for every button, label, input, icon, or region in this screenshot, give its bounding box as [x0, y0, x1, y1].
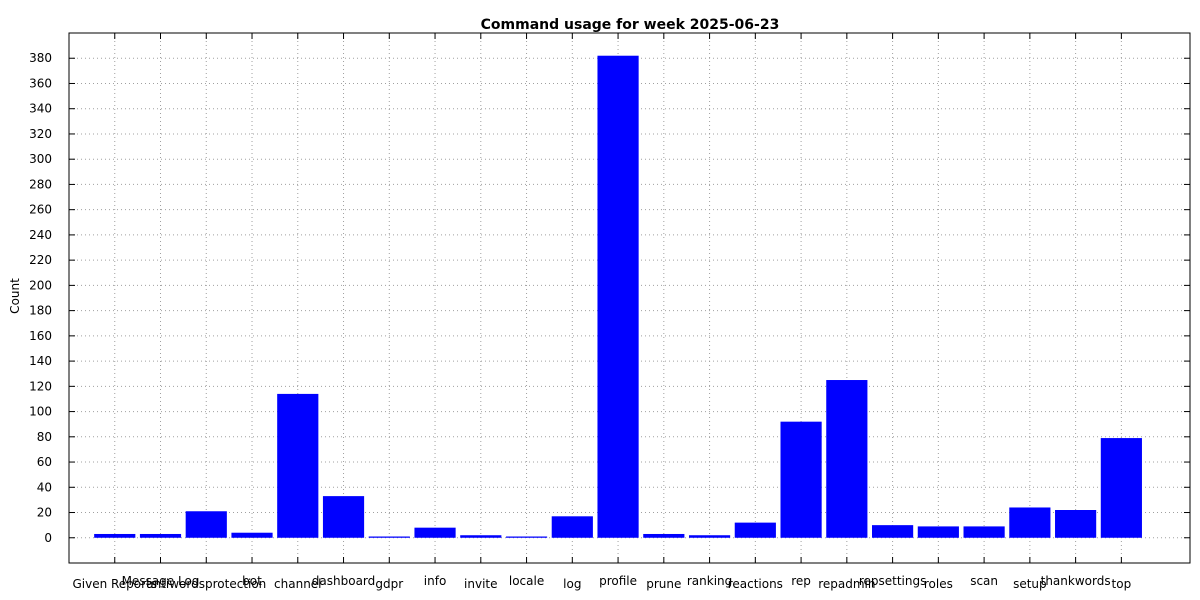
x-tick-label: invite [464, 577, 497, 591]
y-tick-label: 100 [29, 405, 52, 419]
bar-given-reports [94, 533, 136, 538]
x-tick-label: reactions [728, 577, 783, 591]
x-tick-label: dashboard [312, 574, 375, 588]
bar-prune [643, 533, 685, 538]
x-tick-label: info [424, 574, 447, 588]
y-tick-label: 160 [29, 329, 52, 343]
x-tick-label: bot [242, 574, 262, 588]
x-tick-label: locale [509, 574, 544, 588]
bar-setup [1009, 507, 1051, 538]
plot-frame [68, 32, 1191, 564]
x-tick-label: thankwords [1041, 574, 1111, 588]
y-tick-label: 120 [29, 379, 52, 393]
bar-invite [460, 535, 502, 538]
y-tick-label: 0 [44, 531, 52, 545]
y-tick-label: 200 [29, 278, 52, 292]
bar-info [414, 527, 456, 538]
bar-repadmin [826, 380, 868, 538]
x-tick-label: setup [1013, 577, 1047, 591]
bar-top [1100, 438, 1142, 538]
y-tick-label: 360 [29, 76, 52, 90]
bar-repsettings [872, 525, 914, 538]
y-tick-label: 240 [29, 228, 52, 242]
axis-ticks [69, 33, 1190, 563]
y-tick-label: 60 [37, 455, 52, 469]
y-tick-label: 180 [29, 304, 52, 318]
bar-bot [231, 532, 273, 538]
x-tick-label: antiwordsprotection [146, 577, 266, 591]
x-tick-label: rep [791, 574, 811, 588]
bars [94, 55, 1142, 538]
bar-dashboard [322, 496, 365, 538]
x-tick-label: log [563, 577, 581, 591]
x-tick-label: profile [599, 574, 637, 588]
x-tick-label: top [1112, 577, 1132, 591]
bar-rep [780, 421, 822, 538]
bar-roles [917, 526, 959, 538]
bar-log [551, 516, 593, 538]
y-tick-label: 20 [37, 506, 52, 520]
x-tick-label: ranking [687, 574, 732, 588]
y-tick-label: 80 [37, 430, 52, 444]
bar-locale [505, 536, 548, 538]
x-tick-label: prune [646, 577, 681, 591]
y-tick-label: 140 [29, 354, 52, 368]
bar-profile [597, 55, 639, 538]
bar-channel [277, 393, 319, 538]
x-tick-label: scan [970, 574, 998, 588]
y-tick-label: 340 [29, 102, 52, 116]
bar-scan [963, 526, 1005, 538]
y-axis-label: Count [8, 278, 22, 314]
y-tick-label: 260 [29, 203, 52, 217]
x-tick-label: repsettings [859, 574, 927, 588]
bar-gdpr [368, 536, 410, 538]
y-tick-label: 40 [37, 480, 52, 494]
bar-antiwordsprotection [185, 511, 227, 538]
x-tick-label: gdpr [375, 577, 403, 591]
x-tick-label: roles [924, 577, 953, 591]
y-tick-label: 380 [29, 51, 52, 65]
y-tick-label: 220 [29, 253, 52, 267]
chart-title: Command usage for week 2025-06-23 [481, 17, 780, 33]
y-tick-label: 300 [29, 152, 52, 166]
x-tick-label: Given Reports [72, 577, 157, 591]
y-tick-labels: 0 20 40 60 80 100 120 140 160 180 200 220 240 260 280 3… [29, 51, 52, 545]
y-tick-label: 320 [29, 127, 52, 141]
bar-reactions [734, 522, 776, 538]
x-tick-label: channel [274, 577, 321, 591]
x-tick-label: repadmin [818, 577, 875, 591]
y-tick-label: 280 [29, 177, 52, 191]
x-tick-label: Message Log [122, 574, 200, 588]
bar-ranking [688, 535, 731, 538]
bar-thankwords [1055, 510, 1097, 538]
bar-message-log [139, 533, 182, 538]
